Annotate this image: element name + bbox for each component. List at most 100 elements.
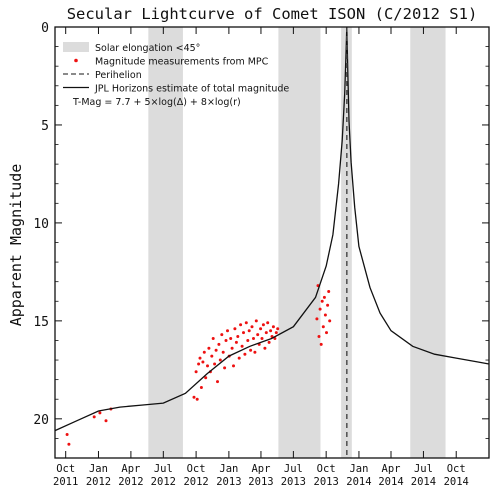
mpc-point xyxy=(323,313,327,317)
x-tick-month: Jan xyxy=(349,463,368,475)
elongation-band-3 xyxy=(410,27,446,458)
mpc-point xyxy=(204,376,208,380)
x-tick-year: 2012 xyxy=(183,476,208,488)
mpc-point xyxy=(229,337,233,340)
mpc-point xyxy=(247,329,251,333)
mpc-point xyxy=(256,333,260,337)
mpc-point xyxy=(213,362,217,366)
x-tick-year: 2013 xyxy=(281,476,306,488)
y-tick-label: 20 xyxy=(33,413,49,428)
horizons-line xyxy=(54,26,490,432)
elongation-band-2 xyxy=(341,27,352,458)
mpc-point xyxy=(254,319,258,323)
x-tick-year: 2011 xyxy=(53,476,78,488)
mpc-point xyxy=(259,327,263,331)
legend: Solar elongation <45° Magnitude measureme… xyxy=(63,42,289,108)
mpc-point xyxy=(218,358,222,362)
mpc-point xyxy=(271,325,275,329)
mpc-point xyxy=(201,360,205,364)
x-tick-month: Oct xyxy=(317,463,336,475)
mpc-point xyxy=(223,366,227,370)
y-axis-label: Apparent Magnitude xyxy=(7,164,25,327)
y-tick-label: 10 xyxy=(33,217,49,232)
mpc-point xyxy=(67,442,71,446)
y-tick-label: 15 xyxy=(33,315,49,330)
horizons-curve xyxy=(54,26,490,432)
mpc-point xyxy=(221,350,225,354)
mpc-point xyxy=(249,348,253,352)
x-tick-year: 2013 xyxy=(248,476,273,488)
mpc-point xyxy=(320,299,324,303)
x-tick-year: 2014 xyxy=(411,476,436,488)
mpc-point xyxy=(214,348,218,352)
x-tick-month: Apr xyxy=(382,463,401,475)
mpc-point xyxy=(207,346,211,350)
mpc-point xyxy=(260,337,264,340)
mpc-point xyxy=(198,356,202,360)
mpc-point xyxy=(236,335,240,338)
legend-label: Solar elongation <45° xyxy=(95,43,200,54)
mpc-point xyxy=(232,364,235,368)
mpc-point xyxy=(322,295,326,299)
mpc-point xyxy=(104,419,108,423)
chart-title: Secular Lightcurve of Comet ISON (C/2012… xyxy=(67,5,478,23)
plot-frame xyxy=(54,26,490,459)
mpc-point xyxy=(274,331,278,335)
mpc-measurements xyxy=(65,284,332,446)
x-tick-year: 2014 xyxy=(444,476,469,488)
mpc-point xyxy=(202,350,206,354)
mpc-point xyxy=(318,307,322,311)
x-tick-month: Oct xyxy=(56,463,75,475)
mpc-point xyxy=(325,331,328,335)
mpc-point xyxy=(220,333,224,337)
mpc-point xyxy=(92,415,96,419)
x-tick-month: Apr xyxy=(121,463,140,475)
y-tick-label: 0 xyxy=(41,21,49,36)
mpc-point xyxy=(239,323,243,327)
x-tick-month: Oct xyxy=(447,463,466,475)
mpc-point xyxy=(226,329,229,333)
mpc-point xyxy=(65,433,69,436)
mpc-point xyxy=(206,364,209,368)
mpc-point xyxy=(210,354,214,358)
x-tick-year: 2014 xyxy=(378,476,403,488)
mpc-point xyxy=(242,331,245,335)
mpc-point xyxy=(194,370,198,374)
mpc-point xyxy=(197,362,201,366)
mpc-point xyxy=(266,321,270,325)
x-tick-month: Jul xyxy=(414,463,433,475)
x-tick-month: Jan xyxy=(219,463,238,475)
elongation-band-1 xyxy=(278,27,321,458)
mpc-point xyxy=(326,303,330,307)
mpc-point xyxy=(98,411,102,415)
mpc-point xyxy=(250,325,254,329)
mpc-point xyxy=(243,352,247,356)
legend-label: T-Mag = 7.7 + 5×log(Δ) + 8×log(r) xyxy=(72,97,241,108)
mpc-point xyxy=(317,335,321,338)
mpc-point xyxy=(230,346,234,350)
mpc-point xyxy=(246,339,250,342)
legend-label: Magnitude measurements from MPC xyxy=(95,57,269,68)
mpc-point xyxy=(199,386,203,389)
mpc-point xyxy=(261,323,265,327)
x-tick-year: 2012 xyxy=(151,476,176,488)
x-tick-year: 2012 xyxy=(118,476,143,488)
mpc-point xyxy=(192,395,196,399)
x-tick-year: 2013 xyxy=(314,476,339,488)
mpc-point xyxy=(319,342,323,346)
x-tick-year: 2012 xyxy=(86,476,111,488)
mpc-point xyxy=(264,331,268,335)
x-tick-labels: Oct2011Jan2012Apr2012Jul2012Oct2012Jan20… xyxy=(53,463,469,488)
mpc-point xyxy=(328,319,332,323)
mpc-point xyxy=(263,346,267,350)
mpc-point xyxy=(315,317,319,321)
x-tick-month: Jan xyxy=(89,463,108,475)
mpc-point xyxy=(234,340,238,344)
x-tick-month: Apr xyxy=(251,463,270,475)
legend-swatch-band xyxy=(63,42,89,52)
mpc-point xyxy=(244,321,248,325)
x-tick-month: Oct xyxy=(187,463,206,475)
mpc-point xyxy=(240,344,244,348)
legend-swatch-point xyxy=(74,58,78,63)
